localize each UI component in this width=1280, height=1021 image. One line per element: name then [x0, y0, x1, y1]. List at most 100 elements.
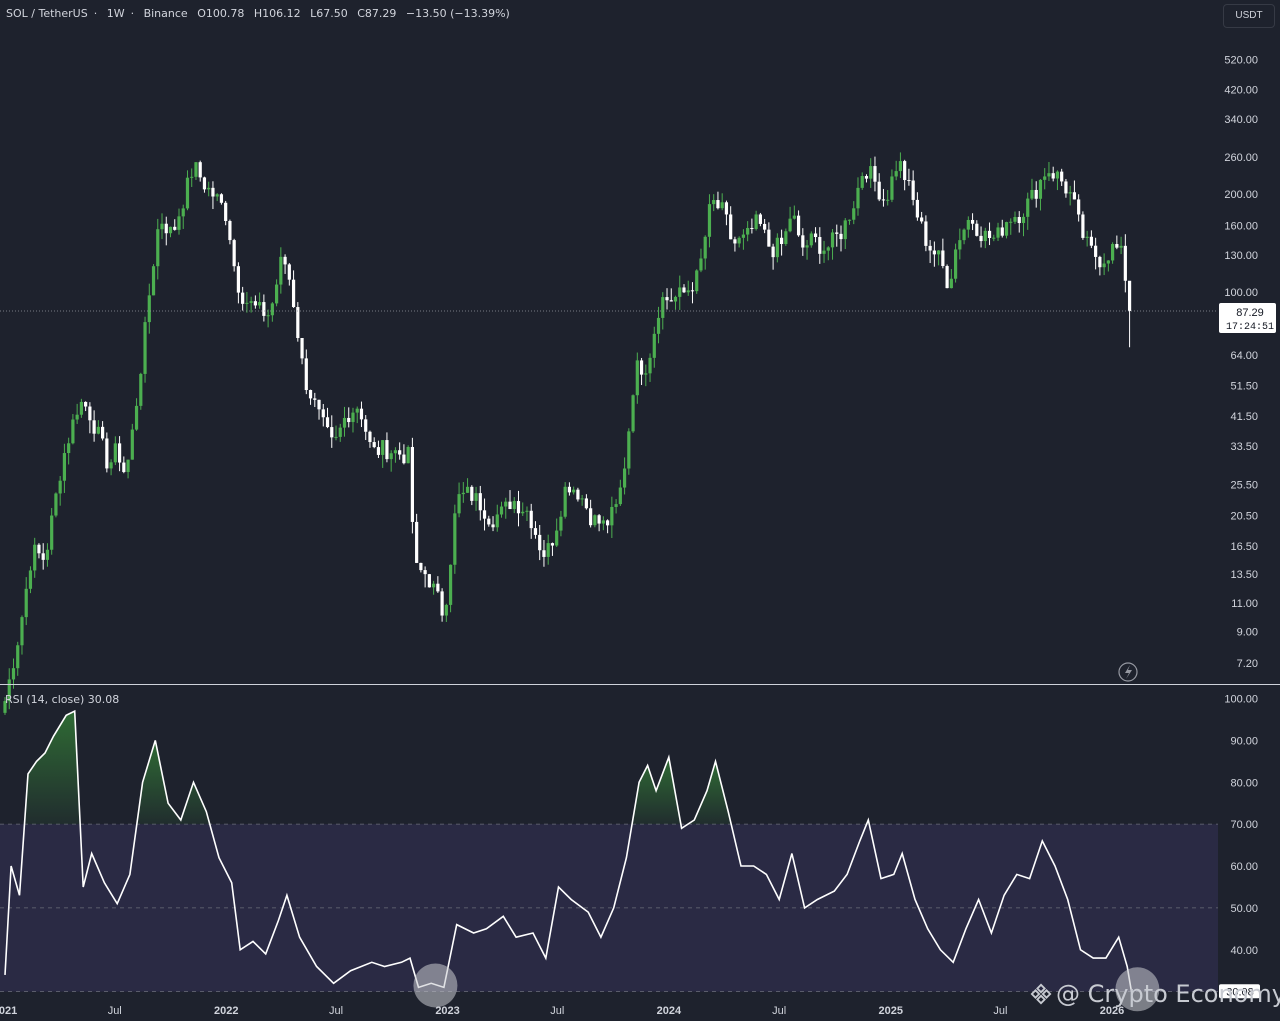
price-tick-label: 64.00 — [1230, 350, 1258, 362]
candle — [402, 444, 406, 465]
candle — [563, 482, 567, 519]
candle-body — [1030, 189, 1034, 199]
rsi-header: RSI (14, close) 30.08 — [5, 693, 119, 706]
candle — [894, 160, 898, 181]
candle — [529, 503, 533, 539]
candle-body — [805, 245, 809, 248]
candle — [470, 485, 474, 506]
candle-body — [521, 511, 525, 514]
candle-body — [453, 513, 457, 565]
candle-body — [920, 217, 924, 222]
candle — [822, 240, 826, 263]
candle — [818, 227, 822, 264]
separator-dot: · — [130, 7, 135, 20]
candle — [1081, 211, 1085, 240]
candle-body — [779, 237, 784, 245]
separator-dot: · — [93, 7, 98, 20]
candle — [410, 437, 414, 534]
candle — [656, 306, 661, 344]
candle — [113, 436, 117, 466]
candle — [92, 410, 96, 442]
candle — [970, 213, 975, 231]
time-tick-label: 2024 — [657, 1005, 682, 1017]
candle-body — [266, 315, 270, 317]
candle — [194, 162, 198, 180]
lightning-icon[interactable] — [1118, 662, 1138, 682]
candle — [139, 372, 143, 410]
candle — [465, 478, 470, 494]
time-tick-label: Jul — [329, 1005, 343, 1017]
candle — [436, 576, 440, 593]
candle-body — [1068, 192, 1072, 194]
candle — [754, 210, 758, 231]
candle — [270, 302, 274, 322]
candle — [499, 501, 504, 518]
candle-body — [584, 498, 588, 509]
candle — [291, 270, 296, 308]
candle-body — [482, 510, 487, 519]
binance-logo-icon — [1030, 983, 1052, 1005]
candle — [253, 295, 257, 309]
candle-body — [937, 250, 941, 255]
candle — [720, 193, 724, 211]
candle — [703, 235, 707, 270]
candle-body — [758, 214, 762, 224]
candle — [606, 519, 610, 534]
watermark: @ Crypto Economy — [1030, 980, 1280, 1008]
candle — [639, 357, 644, 386]
candle-body — [826, 247, 830, 251]
candle — [330, 415, 334, 448]
candle — [1013, 211, 1017, 225]
candle-body — [801, 235, 805, 248]
candle-body — [1004, 222, 1009, 236]
candle — [758, 212, 762, 227]
candle-body — [690, 290, 695, 292]
candle — [941, 238, 945, 269]
candle — [96, 420, 100, 435]
candle-body — [1009, 221, 1013, 223]
candle — [1021, 213, 1026, 237]
candle-body — [436, 583, 440, 592]
candle-body — [54, 493, 58, 516]
candle — [830, 229, 835, 260]
candle — [461, 482, 465, 503]
candle — [618, 479, 622, 506]
candle — [24, 577, 28, 626]
candle-body — [372, 442, 376, 448]
candle — [338, 423, 342, 442]
price-tick-label: 9.00 — [1237, 626, 1258, 638]
rsi-overbought-fill — [136, 740, 210, 825]
candle-body — [62, 453, 67, 481]
candle-body — [508, 501, 512, 510]
candle-body — [771, 246, 775, 258]
candle — [11, 658, 16, 689]
candle-body — [669, 300, 673, 302]
candle — [28, 566, 33, 594]
candle — [317, 399, 321, 420]
candle-body — [733, 239, 737, 244]
candle-body — [228, 220, 232, 241]
candle-body — [1034, 189, 1038, 199]
candle — [975, 220, 979, 237]
candle-body — [279, 256, 283, 285]
candle-body — [224, 202, 228, 221]
price-tick-label: 16.50 — [1230, 541, 1258, 553]
candle — [932, 241, 936, 267]
time-tick-label: Jul — [993, 1005, 1007, 1017]
candle-body — [852, 208, 856, 220]
currency-button[interactable]: USDT — [1223, 4, 1275, 28]
rsi-title[interactable]: RSI (14, close) — [5, 693, 85, 706]
lightning-icon-ring — [1118, 662, 1138, 682]
candle-body — [105, 438, 109, 469]
candle — [907, 168, 911, 186]
candle — [593, 514, 597, 528]
candle — [202, 176, 207, 193]
symbol-name[interactable]: SOL / TetherUS — [6, 7, 88, 20]
rsi-line[interactable] — [4, 709, 1133, 992]
candle-body — [1000, 227, 1004, 236]
candle — [359, 401, 364, 428]
interval-label[interactable]: 1W — [106, 7, 125, 20]
candle — [453, 504, 457, 574]
candle — [733, 236, 737, 252]
